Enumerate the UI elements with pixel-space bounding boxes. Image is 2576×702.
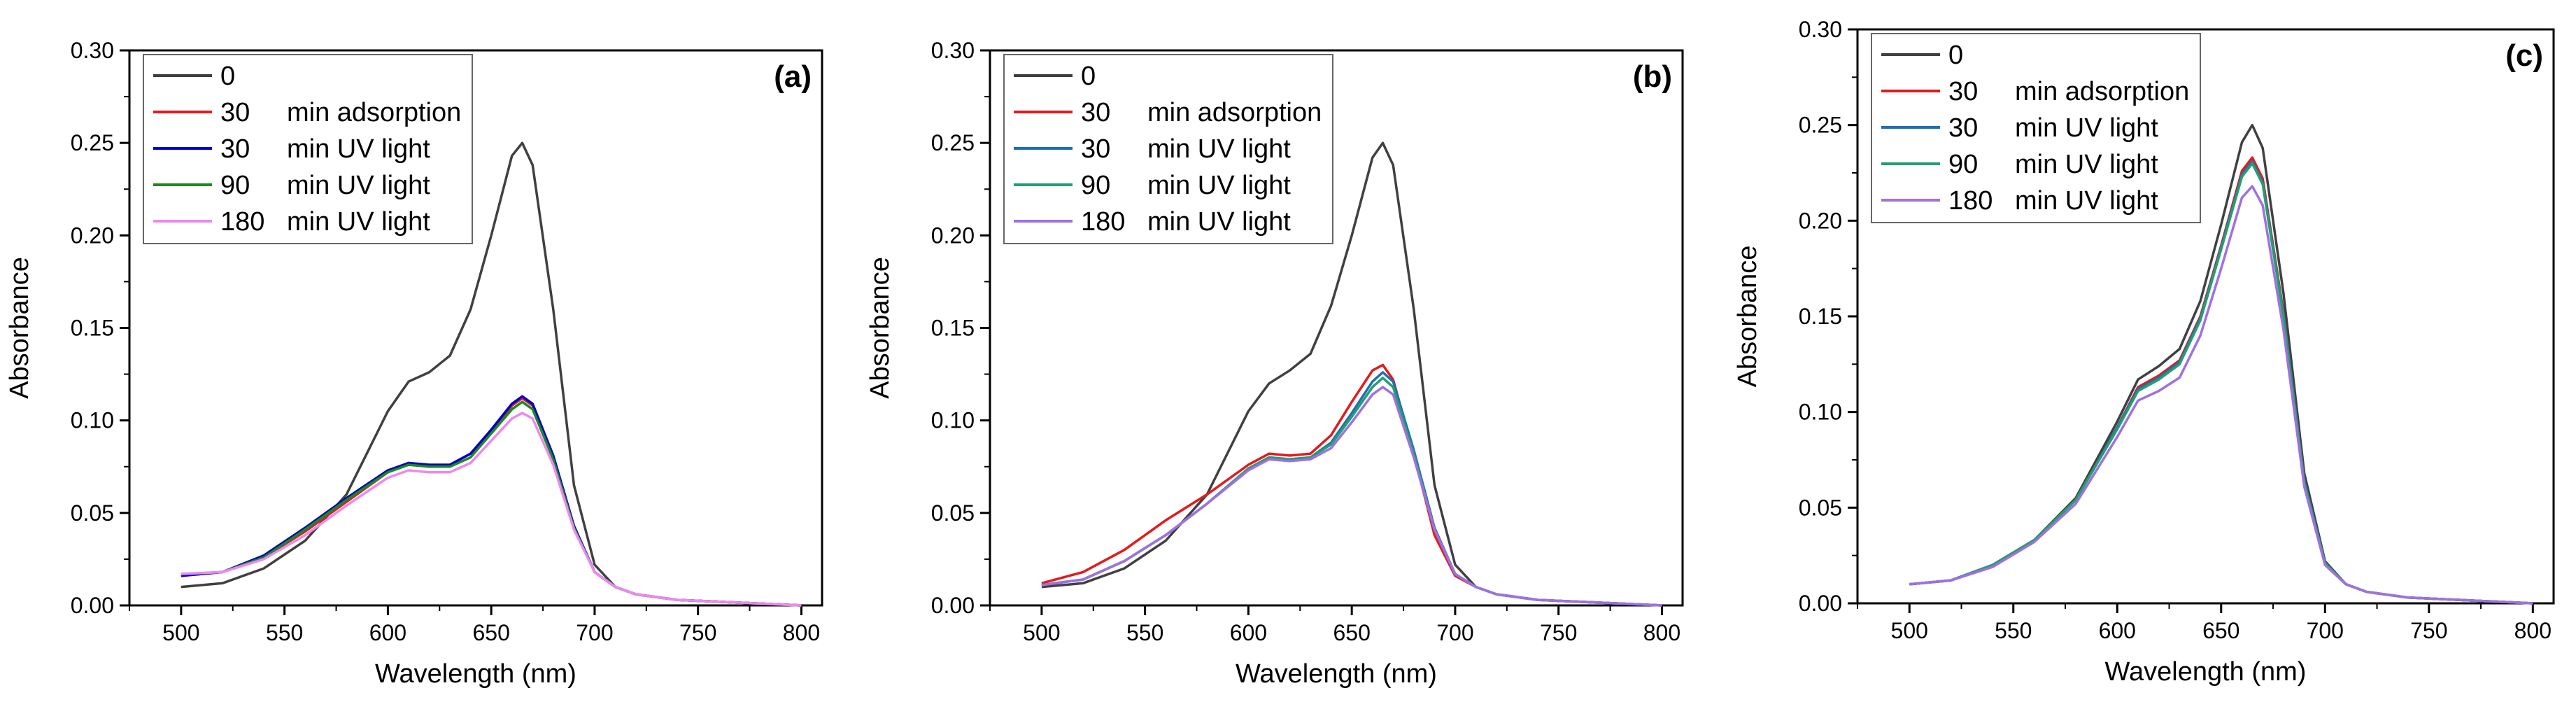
x-tick-label: 600 <box>2099 618 2136 643</box>
legend-label-text: min UV light <box>287 134 430 164</box>
legend-label-text: min UV light <box>1147 207 1291 237</box>
x-axis-title: Wavelength (nm) <box>2105 657 2307 687</box>
series-line-5 <box>181 412 802 607</box>
panel-label: (a) <box>774 59 812 94</box>
x-axis-title: Wavelength (nm) <box>375 659 576 689</box>
legend-label-text: min UV light <box>1147 171 1291 200</box>
panel-label: (c) <box>2505 38 2543 73</box>
y-tick-label: 0.05 <box>931 500 975 526</box>
panel-1: 500 550 600 650 700 750 800 0.00 0.05 0.10 0.15 0.2… <box>5 38 823 689</box>
y-axis-title: Absorbance <box>5 257 34 399</box>
y-tick-label: 0.25 <box>71 130 114 155</box>
x-tick-label: 700 <box>2307 618 2344 643</box>
x-tick-label: 750 <box>679 620 716 645</box>
x-tick-label: 550 <box>1126 620 1163 645</box>
legend-label-text: min adsorption <box>287 98 461 127</box>
legend-label-text: min UV light <box>2015 186 2158 216</box>
legend-label-text: min UV light <box>1147 134 1291 164</box>
y-tick-label: 0.10 <box>71 408 114 433</box>
legend-label-number: 30 <box>1081 134 1110 164</box>
x-tick-label: 650 <box>1333 620 1370 645</box>
legend-label-number: 0 <box>1081 62 1096 91</box>
y-tick-label: 0.00 <box>931 593 975 618</box>
legend-label-number: 180 <box>1948 186 1993 216</box>
x-tick-label: 750 <box>1540 620 1577 645</box>
series-line-2 <box>1041 363 1662 607</box>
x-tick-label: 600 <box>1230 620 1267 645</box>
legend-label-text: min adsorption <box>2015 77 2189 106</box>
x-tick-label: 500 <box>1891 618 1928 643</box>
x-tick-label: 800 <box>783 620 820 645</box>
y-axis-title: Absorbance <box>865 257 895 399</box>
x-tick-label: 800 <box>2514 618 2552 643</box>
series-line-4 <box>181 400 802 607</box>
legend-label-number: 30 <box>220 134 250 164</box>
x-tick-label: 650 <box>472 620 509 645</box>
y-tick-label: 0.20 <box>71 223 114 248</box>
y-tick-label: 0.00 <box>71 593 114 618</box>
legend-label-number: 90 <box>1081 171 1110 200</box>
y-tick-label: 0.25 <box>1799 113 1842 138</box>
legend-label-number: 30 <box>220 98 250 127</box>
y-tick-label: 0.30 <box>931 38 975 63</box>
y-tick-label: 0.25 <box>931 130 975 155</box>
legend-label-number: 30 <box>1081 98 1110 127</box>
series-line-5 <box>1041 386 1662 607</box>
x-tick-label: 750 <box>2410 618 2447 643</box>
x-tick-label: 550 <box>266 620 303 645</box>
legend-label-number: 0 <box>220 62 235 91</box>
series-line-5 <box>1909 185 2533 605</box>
y-tick-label: 0.20 <box>931 223 975 248</box>
series-line-3 <box>181 395 802 607</box>
x-tick-label: 800 <box>1643 620 1680 645</box>
y-tick-label: 0.10 <box>1799 400 1842 425</box>
legend-label-text: min adsorption <box>1147 98 1322 127</box>
x-tick-label: 600 <box>369 620 406 645</box>
legend-label-number: 90 <box>220 171 250 200</box>
legend-label-text: min UV light <box>287 207 430 237</box>
x-axis-title: Wavelength (nm) <box>1236 659 1437 689</box>
x-tick-label: 700 <box>1436 620 1473 645</box>
y-tick-label: 0.30 <box>1799 17 1842 42</box>
series-line-4 <box>1909 162 2533 605</box>
x-tick-label: 500 <box>162 620 199 645</box>
y-tick-label: 0.00 <box>1799 591 1842 616</box>
legend-label-number: 180 <box>220 207 264 237</box>
legend-label-number: 180 <box>1081 207 1125 237</box>
y-tick-label: 0.15 <box>1799 304 1842 329</box>
y-axis-title: Absorbance <box>1733 246 1762 388</box>
x-tick-label: 700 <box>576 620 613 645</box>
legend-label-text: min UV light <box>287 171 430 200</box>
x-tick-label: 500 <box>1023 620 1060 645</box>
panel-2: 500 550 600 650 700 750 800 0.00 0.05 0.10 0.15 0.2… <box>865 38 1684 689</box>
legend-label-number: 30 <box>1948 113 1978 143</box>
legend-label-number: 90 <box>1948 150 1978 179</box>
series-line-3 <box>1041 371 1662 607</box>
y-tick-label: 0.20 <box>1799 208 1842 233</box>
y-tick-label: 0.15 <box>71 316 114 341</box>
x-tick-label: 550 <box>1995 618 2032 643</box>
y-tick-label: 0.05 <box>71 500 114 526</box>
legend-label-text: min UV light <box>2015 150 2158 179</box>
x-tick-label: 650 <box>2202 618 2239 643</box>
panel-label: (b) <box>1633 59 1672 94</box>
legend-label-text: min UV light <box>2015 113 2158 143</box>
y-tick-label: 0.30 <box>71 38 114 63</box>
legend-label-number: 30 <box>1948 77 1978 106</box>
y-tick-label: 0.05 <box>1799 495 1842 520</box>
y-tick-label: 0.10 <box>931 408 975 433</box>
y-tick-label: 0.15 <box>931 316 975 341</box>
legend-label-number: 0 <box>1948 41 1963 70</box>
panel-3: 500 550 600 650 700 750 800 0.00 0.05 0.10 0.15 0.2… <box>1733 17 2555 687</box>
